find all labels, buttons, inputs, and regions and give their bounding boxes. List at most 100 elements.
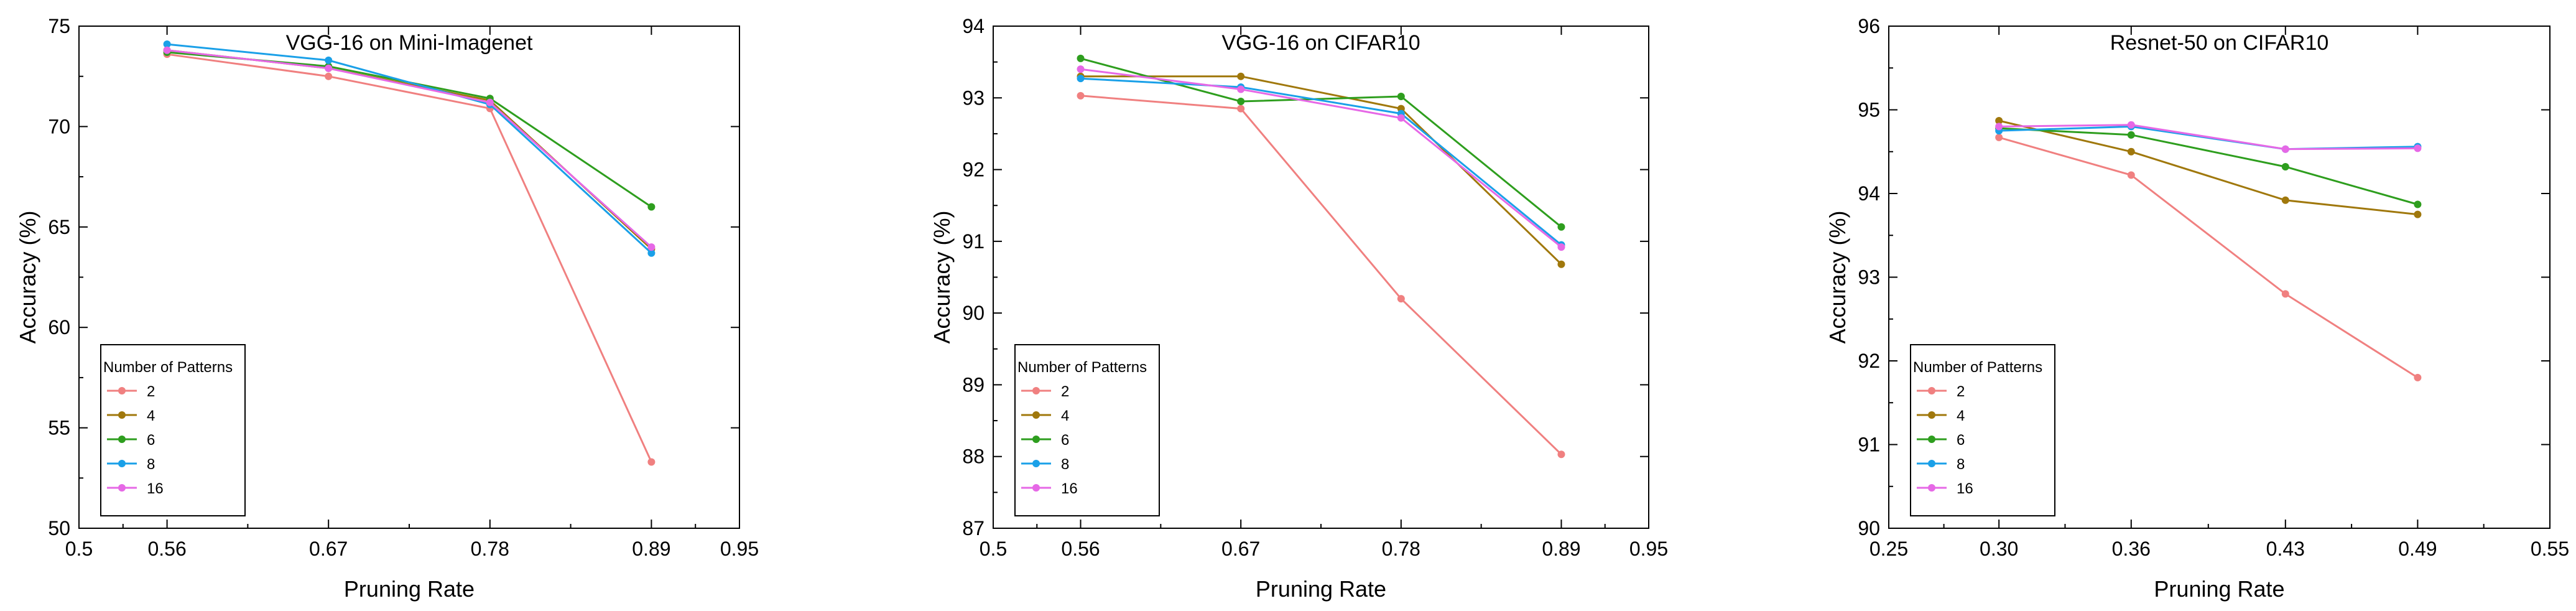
chart-title: Resnet-50 on CIFAR10 <box>2110 31 2329 55</box>
data-point <box>325 56 333 64</box>
data-point <box>1397 114 1405 122</box>
data-point <box>163 40 171 49</box>
y-tick-label: 92 <box>962 159 985 181</box>
data-point <box>486 98 494 106</box>
series-16 <box>163 46 656 251</box>
y-tick-label: 70 <box>48 115 70 138</box>
series-line-4 <box>1080 75 1562 265</box>
y-tick-label: 92 <box>1858 350 1880 372</box>
x-tick-label: 0.67 <box>1221 538 1260 560</box>
x-axis-title: Pruning Rate <box>1256 576 1386 602</box>
y-tick-label: 90 <box>1858 517 1880 539</box>
legend: Number of Patterns 2 4 6 8 16 <box>1910 344 2055 516</box>
data-point <box>647 203 656 211</box>
data-point <box>1237 105 1245 113</box>
x-tick-label: 0.78 <box>1382 538 1420 560</box>
y-tick-label: 94 <box>962 15 985 37</box>
y-tick-label: 96 <box>1858 15 1880 37</box>
data-point <box>325 64 333 72</box>
series-line-4 <box>1998 119 2418 216</box>
data-point <box>2127 171 2135 179</box>
data-point <box>325 72 333 80</box>
x-tick-label: 0.43 <box>2266 538 2305 560</box>
y-tick-label: 91 <box>962 230 985 253</box>
legend-swatch-marker <box>118 436 126 443</box>
x-tick-label: 0.25 <box>1869 538 1908 560</box>
legend-label: 16 <box>1061 480 1078 497</box>
y-tick-label: 95 <box>1858 99 1880 121</box>
data-point <box>2281 145 2289 153</box>
x-tick-label: 0.30 <box>1980 538 2018 560</box>
legend-label: 2 <box>1061 383 1069 400</box>
y-axis-title: Accuracy (%) <box>1825 210 1850 343</box>
legend-label: 8 <box>1957 456 1965 473</box>
data-point <box>2414 200 2422 208</box>
data-point <box>1077 65 1085 73</box>
data-point <box>2414 144 2422 152</box>
series-line-8 <box>167 43 652 254</box>
y-tick-label: 93 <box>962 86 985 109</box>
series-4 <box>1995 116 2422 218</box>
series-line-6 <box>1999 127 2418 205</box>
legend-swatch-marker <box>1032 460 1040 467</box>
data-point <box>1077 75 1085 83</box>
data-point <box>2414 210 2422 218</box>
x-tick-label: 0.36 <box>2112 538 2151 560</box>
data-point <box>1237 72 1245 80</box>
data-point <box>1397 295 1405 303</box>
chart-title: VGG-16 on Mini-Imagenet <box>286 31 533 55</box>
y-tick-label: 89 <box>962 373 985 396</box>
series-line-16 <box>167 49 652 248</box>
legend-label: 6 <box>1061 432 1069 449</box>
legend-label: 16 <box>147 480 164 497</box>
series-16 <box>1995 121 2422 153</box>
x-tick-label: 0.89 <box>632 538 670 560</box>
chart-2: 0.5 0.56 0.67 0.78 0.89 0.95 87 88 89 90 91 92 93 94 P… <box>929 15 1668 602</box>
chart-3: 0.25 0.30 0.36 0.43 0.49 0.55 90 91 92 93 94 95 96 Pr… <box>1825 15 2569 602</box>
series-line-2 <box>1080 95 1562 455</box>
x-tick-label: 0.5 <box>980 538 1007 560</box>
data-point <box>1077 91 1085 100</box>
data-point <box>1237 98 1245 106</box>
x-axis-title: Pruning Rate <box>344 576 475 602</box>
x-tick-label: 0.67 <box>309 538 348 560</box>
legend-swatch-marker <box>118 484 126 492</box>
data-point <box>2281 196 2289 204</box>
y-tick-label: 87 <box>962 517 985 539</box>
x-tick-label: 0.78 <box>471 538 509 560</box>
x-tick-label: 0.89 <box>1542 538 1580 560</box>
y-tick-label: 55 <box>48 417 70 439</box>
data-point <box>2127 121 2135 129</box>
legend-swatch-marker <box>1032 411 1040 419</box>
legend-swatch-marker <box>1928 436 1935 443</box>
series-line-16 <box>1999 124 2418 151</box>
series-4 <box>163 46 656 253</box>
y-axis-title: Accuracy (%) <box>929 210 955 343</box>
legend-label: 16 <box>1957 480 1973 497</box>
chart-title: VGG-16 on CIFAR10 <box>1221 31 1420 55</box>
legend-label: 8 <box>147 456 155 473</box>
data-point <box>1397 92 1405 100</box>
data-point <box>1995 123 2003 131</box>
data-point <box>2414 373 2422 381</box>
data-point <box>2281 290 2289 298</box>
legend-swatch-marker <box>1032 387 1040 394</box>
data-point <box>2127 131 2135 139</box>
series-line-16 <box>1080 68 1562 248</box>
y-tick-label: 93 <box>1858 266 1880 289</box>
y-tick-label: 50 <box>48 517 70 539</box>
legend-swatch-marker <box>118 460 126 467</box>
x-tick-label: 0.5 <box>65 538 93 560</box>
series-8 <box>163 40 656 257</box>
x-tick-label: 0.49 <box>2398 538 2437 560</box>
y-tick-label: 88 <box>962 445 985 468</box>
series-line-4 <box>167 49 652 250</box>
data-point <box>647 243 656 251</box>
legend-swatch-marker <box>1928 411 1935 419</box>
legend-swatch-marker <box>1928 460 1935 467</box>
legend-label: 4 <box>147 408 155 424</box>
legend-swatch-marker <box>118 387 126 394</box>
y-axis-title: Accuracy (%) <box>15 210 40 343</box>
legend-swatch-marker <box>1928 387 1935 394</box>
data-point <box>1557 243 1565 251</box>
